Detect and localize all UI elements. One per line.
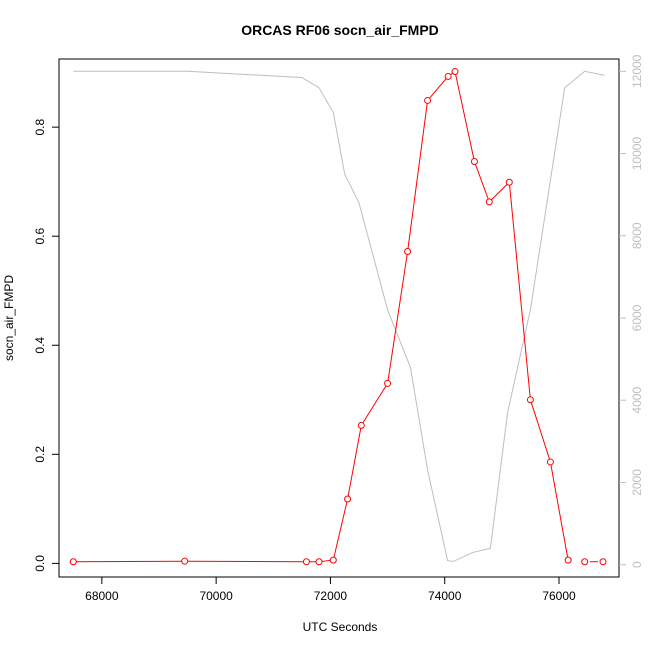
- fmpd-point: [424, 96, 432, 104]
- fmpd-point: [546, 458, 554, 466]
- fmpd-series: [69, 68, 607, 566]
- x-tick-label: 76000: [542, 589, 576, 603]
- fmpd-point: [470, 158, 478, 166]
- fmpd-point: [599, 558, 607, 566]
- y2-tick-label: 8000: [630, 222, 644, 249]
- x-tick-label: 72000: [314, 589, 348, 603]
- fmpd-point: [329, 556, 337, 564]
- fmpd-point: [384, 379, 392, 387]
- y2-tick-label: 6000: [630, 304, 644, 331]
- x-tick-label: 70000: [199, 589, 233, 603]
- y2-tick-label: 2000: [630, 469, 644, 496]
- y2-tick-label: 10000: [630, 137, 644, 171]
- x-tick-label: 74000: [428, 589, 462, 603]
- fmpd-point: [181, 557, 189, 565]
- fmpd-point: [564, 556, 572, 564]
- x-axis: 68000 70000 72000 74000 76000: [85, 577, 576, 603]
- x-tick-label: 68000: [85, 589, 119, 603]
- altitude-line: [73, 70, 605, 562]
- fmpd-point: [526, 396, 534, 404]
- x-axis-label: UTC Seconds: [303, 620, 378, 634]
- y2-tick-label: 0: [630, 561, 644, 568]
- fmpd-point: [357, 421, 365, 429]
- fmpd-point: [404, 247, 412, 255]
- y-tick-label: 0.4: [33, 337, 47, 354]
- chart-title: ORCAS RF06 socn_air_FMPD: [241, 22, 439, 38]
- fmpd-point: [69, 558, 77, 566]
- y2-tick-label: 4000: [630, 387, 644, 414]
- altitude-series: [73, 70, 605, 562]
- fmpd-point: [344, 495, 352, 503]
- fmpd-point: [505, 178, 513, 186]
- fmpd-point: [451, 68, 459, 76]
- y-tick-label: 0.8: [33, 118, 47, 135]
- fmpd-point: [315, 558, 323, 566]
- fmpd-point: [444, 72, 452, 80]
- y-tick-label: 0.0: [33, 555, 47, 572]
- y2-tick-label: 12000: [630, 54, 644, 88]
- y-tick-label: 0.6: [33, 228, 47, 245]
- y-axis-label: socn_air_FMPD: [2, 275, 16, 361]
- fmpd-point: [485, 198, 493, 206]
- secondary-y-axis: 0 2000 4000 6000 8000 10000 12000: [619, 54, 644, 568]
- y-axis: 0.0 0.2 0.4 0.6 0.8: [33, 118, 59, 572]
- fmpd-point: [581, 558, 589, 566]
- fmpd-point: [302, 558, 310, 566]
- y-tick-label: 0.2: [33, 446, 47, 463]
